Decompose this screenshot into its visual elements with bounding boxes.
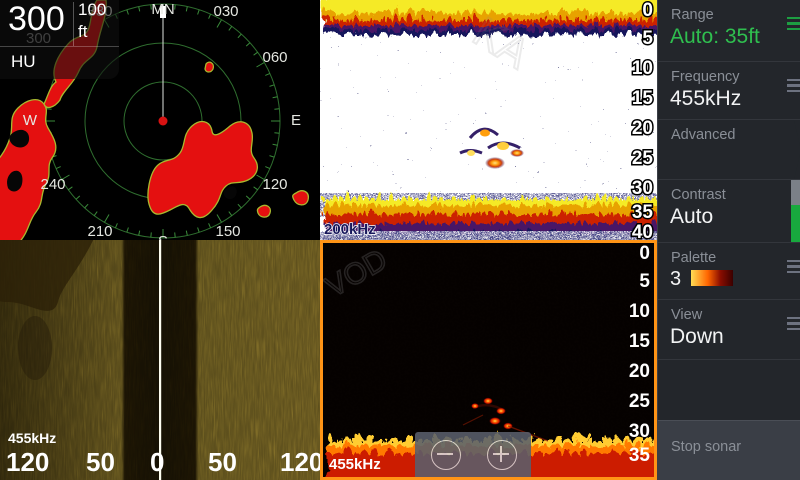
svg-text:060: 060 <box>262 49 287 66</box>
svg-text:S: S <box>158 233 168 240</box>
svg-text:210: 210 <box>87 223 112 240</box>
svg-text:E: E <box>291 112 301 129</box>
svg-text:030: 030 <box>213 3 238 20</box>
svg-text:W: W <box>23 112 38 129</box>
svg-text:150: 150 <box>215 223 240 240</box>
svg-text:240: 240 <box>40 176 65 193</box>
svg-text:MN: MN <box>151 1 174 18</box>
svg-text:120: 120 <box>262 176 287 193</box>
